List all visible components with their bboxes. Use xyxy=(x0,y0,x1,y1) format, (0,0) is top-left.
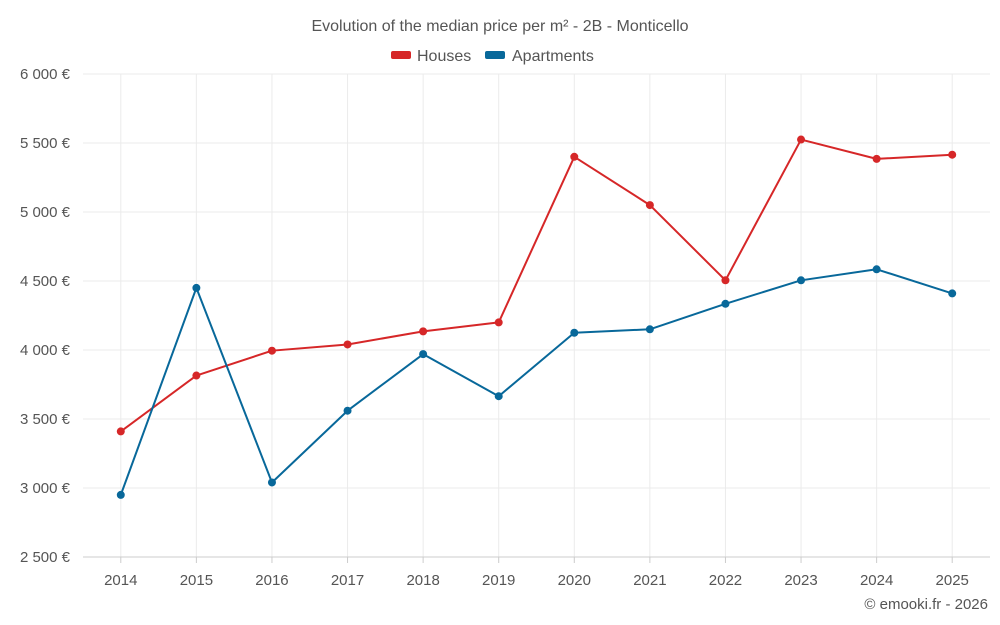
y-tick-label: 5 500 € xyxy=(20,135,71,152)
data-point-apartments[interactable] xyxy=(419,350,428,359)
x-tick-label: 2017 xyxy=(331,572,364,589)
data-point-houses[interactable] xyxy=(192,371,201,380)
legend-swatch-houses xyxy=(391,51,411,59)
y-tick-label: 3 000 € xyxy=(20,480,71,497)
y-axis: 2 500 € 3 000 € 3 500 € 4 000 € 4 500 € 5 000… xyxy=(20,66,71,566)
y-tick-label: 6 000 € xyxy=(20,66,71,83)
data-point-houses[interactable] xyxy=(343,340,352,349)
data-point-apartments[interactable] xyxy=(192,283,201,292)
data-point-apartments[interactable] xyxy=(267,478,276,487)
data-point-apartments[interactable] xyxy=(343,406,352,415)
legend-label-apartments[interactable]: Apartments xyxy=(512,48,594,65)
x-tick-label: 2025 xyxy=(936,572,969,589)
legend-label-houses[interactable]: Houses xyxy=(417,48,471,65)
x-tick-label: 2024 xyxy=(860,572,893,589)
data-point-houses[interactable] xyxy=(797,135,806,144)
x-tick-label: 2021 xyxy=(633,572,666,589)
x-tick-label: 2019 xyxy=(482,572,515,589)
x-axis: 2014 2015 2016 2017 2018 2019 2020 2021 2022 2023… xyxy=(83,556,990,589)
data-point-houses[interactable] xyxy=(267,346,276,355)
legend-swatch-apartments xyxy=(485,51,505,59)
data-point-houses[interactable] xyxy=(494,318,503,327)
data-point-houses[interactable] xyxy=(948,150,957,159)
y-tick-label: 4 000 € xyxy=(20,342,71,359)
x-tick-label: 2016 xyxy=(255,572,288,589)
legend: Houses Apartments xyxy=(391,48,594,65)
grid xyxy=(83,73,990,557)
data-point-apartments[interactable] xyxy=(721,299,730,308)
data-point-houses[interactable] xyxy=(872,154,881,163)
x-tick-label: 2023 xyxy=(784,572,817,589)
data-point-houses[interactable] xyxy=(721,276,730,285)
data-point-houses[interactable] xyxy=(570,152,579,161)
data-point-apartments[interactable] xyxy=(645,325,654,334)
data-point-houses[interactable] xyxy=(645,201,654,210)
data-point-apartments[interactable] xyxy=(116,490,125,499)
data-point-apartments[interactable] xyxy=(570,328,579,337)
y-tick-label: 5 000 € xyxy=(20,204,71,221)
x-tick-label: 2014 xyxy=(104,572,137,589)
y-tick-label: 3 500 € xyxy=(20,411,71,428)
series xyxy=(116,135,957,499)
x-tick-label: 2015 xyxy=(180,572,213,589)
series-line-apartments xyxy=(119,268,953,496)
chart-title: Evolution of the median price per m² - 2… xyxy=(311,18,688,35)
credit-text: © emooki.fr - 2026 xyxy=(864,596,988,613)
y-tick-label: 4 500 € xyxy=(20,273,71,290)
data-point-apartments[interactable] xyxy=(494,392,503,401)
x-tick-label: 2020 xyxy=(558,572,591,589)
data-point-apartments[interactable] xyxy=(872,265,881,274)
x-tick-label: 2022 xyxy=(709,572,742,589)
y-tick-label: 2 500 € xyxy=(20,549,71,566)
series-line-houses xyxy=(120,138,953,433)
data-point-apartments[interactable] xyxy=(948,289,957,298)
data-point-houses[interactable] xyxy=(419,327,428,336)
data-point-houses[interactable] xyxy=(116,427,125,436)
data-point-apartments[interactable] xyxy=(797,276,806,285)
x-tick-label: 2018 xyxy=(406,572,439,589)
